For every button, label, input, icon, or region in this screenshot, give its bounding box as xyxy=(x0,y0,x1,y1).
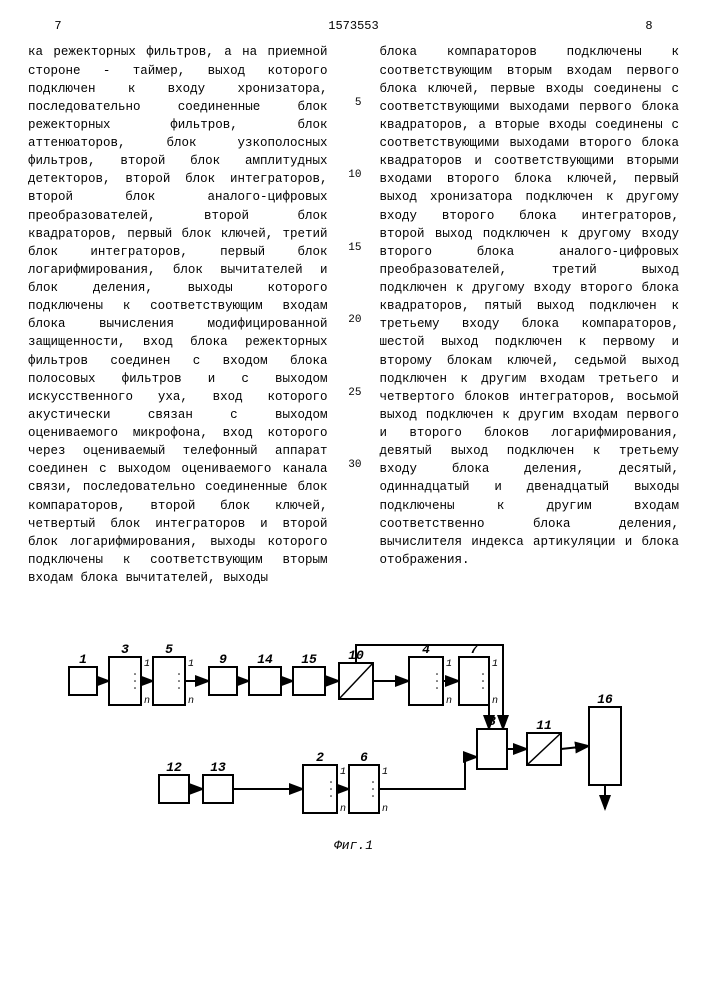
document-number: 1573553 xyxy=(88,18,619,35)
svg-text:6: 6 xyxy=(360,750,368,765)
line-marker: 30 xyxy=(348,458,361,474)
svg-text:1: 1 xyxy=(446,659,452,670)
svg-text:n: n xyxy=(382,804,388,815)
svg-text:8: 8 xyxy=(488,714,496,729)
svg-text:n: n xyxy=(492,696,498,707)
svg-text:1: 1 xyxy=(188,659,194,670)
line-marker: 5 xyxy=(355,96,362,112)
svg-text:2: 2 xyxy=(316,750,324,765)
svg-text:n: n xyxy=(144,696,150,707)
line-marker: 20 xyxy=(348,313,361,329)
svg-text:n: n xyxy=(188,696,194,707)
svg-text:n: n xyxy=(340,804,346,815)
figure-caption: Фиг.1 xyxy=(28,837,679,856)
svg-text:1: 1 xyxy=(382,767,388,778)
right-column-text: блока компараторов подключены к соответс… xyxy=(380,43,680,587)
line-marker: 10 xyxy=(348,168,361,184)
svg-text:16: 16 xyxy=(597,692,613,707)
svg-text:15: 15 xyxy=(301,652,317,667)
svg-text:1: 1 xyxy=(144,659,150,670)
svg-text:13: 13 xyxy=(210,760,226,775)
page-number-left: 7 xyxy=(28,18,88,35)
svg-text:7: 7 xyxy=(470,642,478,657)
svg-text:3: 3 xyxy=(121,642,129,657)
svg-text:5: 5 xyxy=(165,642,173,657)
page-number-right: 8 xyxy=(619,18,679,35)
svg-text:10: 10 xyxy=(348,648,364,663)
line-marker: 15 xyxy=(348,241,361,257)
svg-text:n: n xyxy=(446,696,452,707)
line-number-gutter: 5 10 15 20 25 30 xyxy=(346,43,362,587)
line-marker: 25 xyxy=(348,386,361,402)
left-column-text: ка режекторных фильтров, а на приемной с… xyxy=(28,43,328,587)
svg-text:9: 9 xyxy=(219,652,227,667)
svg-text:1: 1 xyxy=(79,652,87,667)
svg-text:4: 4 xyxy=(422,642,430,657)
svg-text:11: 11 xyxy=(536,718,552,733)
svg-text:1: 1 xyxy=(492,659,498,670)
block-diagram: 11n31n591415101n41n78111612131n21n6 xyxy=(49,637,659,827)
svg-text:14: 14 xyxy=(257,652,273,667)
svg-text:12: 12 xyxy=(166,760,182,775)
svg-text:1: 1 xyxy=(340,767,346,778)
